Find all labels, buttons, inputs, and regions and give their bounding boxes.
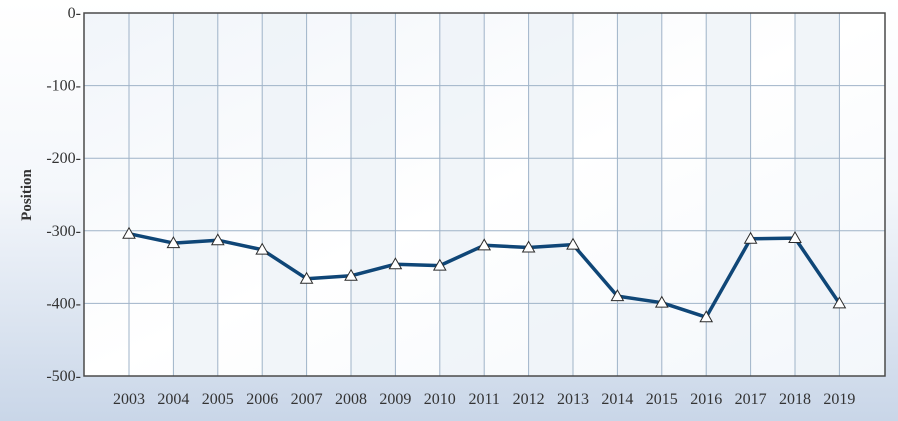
y-tick-label: -100- [46, 78, 81, 95]
column-bands [173, 13, 840, 376]
x-tick-label: 2012 [513, 391, 545, 408]
y-axis-title: Position [19, 169, 35, 221]
data-point [432, 258, 447, 271]
x-tick-label: 2019 [823, 391, 855, 408]
data-point [166, 236, 181, 249]
x-axis-ticks: 2003 2004 2005 2006 2007 2008 2009 2010 2011 2012… [113, 391, 855, 408]
y-tick-label: -200- [46, 150, 81, 167]
y-tick-label: -400- [46, 295, 81, 312]
x-tick-label: 2016 [690, 391, 722, 408]
x-tick-label: 2010 [424, 391, 456, 408]
x-tick-label: 2018 [779, 391, 811, 408]
column-band [528, 13, 573, 376]
x-tick-label: 2004 [157, 391, 189, 408]
data-point [388, 257, 403, 270]
x-tick-label: 2006 [246, 391, 278, 408]
plot-frame [83, 12, 886, 377]
column-band [706, 13, 751, 376]
data-point [210, 233, 225, 246]
data-point [743, 231, 758, 244]
x-tick-label: 2017 [735, 391, 767, 408]
data-point [654, 295, 669, 308]
x-tick-label: 2007 [291, 391, 323, 408]
x-tick-label: 2013 [557, 391, 589, 408]
data-point [521, 240, 536, 253]
data-point [344, 268, 358, 281]
y-tick-label: 0- [68, 5, 81, 22]
column-band [617, 13, 662, 376]
y-axis-ticks: 0- -100- -200- -300- -400- -500- [46, 5, 81, 385]
data-point [566, 237, 580, 250]
x-tick-label: 2008 [335, 391, 367, 408]
column-band [439, 13, 485, 376]
data-point [122, 226, 136, 239]
data-point [699, 310, 714, 323]
x-tick-label: 2009 [379, 391, 411, 408]
x-tick-label: 2011 [468, 391, 499, 408]
column-band [173, 13, 218, 376]
data-point [255, 242, 270, 255]
column-band [262, 13, 307, 376]
data-point [477, 238, 492, 251]
x-tick-label: 2014 [601, 391, 633, 408]
data-point [832, 296, 847, 309]
y-tick-label: -300- [46, 223, 81, 240]
x-tick-label: 2005 [202, 391, 234, 408]
x-tick-label: 2003 [113, 391, 145, 408]
data-point [299, 271, 314, 284]
data-point [788, 231, 802, 244]
y-tick-label: -500- [46, 368, 81, 385]
data-point [610, 289, 625, 302]
series-markers [122, 226, 847, 323]
x-tick-label: 2015 [646, 391, 678, 408]
column-band [351, 13, 396, 376]
column-band [795, 13, 840, 376]
